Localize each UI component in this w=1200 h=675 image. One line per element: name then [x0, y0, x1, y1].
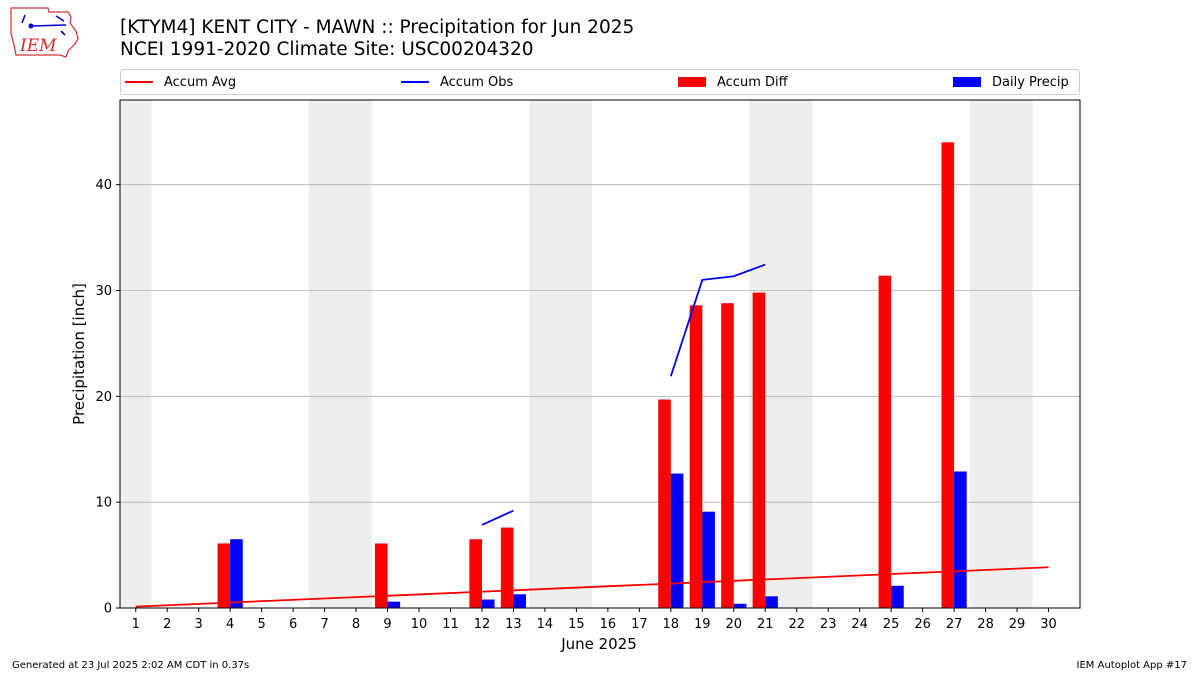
- bar-daily-precip-18: [670, 473, 684, 608]
- bar-daily-precip-13: [513, 594, 527, 608]
- x-tick-label-20: 20: [725, 617, 742, 632]
- y-tick-label-0: 0: [104, 602, 112, 617]
- x-tick-label-14: 14: [537, 617, 554, 632]
- bar-accum-diff-18: [658, 399, 671, 608]
- legend-swatch-daily-precip: [953, 77, 981, 87]
- x-tick-label-16: 16: [600, 617, 617, 632]
- line-accum-avg: [135, 566, 1049, 608]
- legend-item-accum-obs: Accum Obs: [401, 70, 513, 94]
- legend: Accum Avg Accum Obs Accum Diff Daily Pre…: [120, 69, 1080, 95]
- x-axis-label: June 2025: [560, 635, 637, 653]
- bar-accum-diff-20: [721, 303, 734, 608]
- x-tick-label-10: 10: [411, 617, 428, 632]
- x-tick-label-8: 8: [352, 617, 360, 632]
- bar-accum-diff-25: [878, 275, 892, 608]
- bar-daily-precip-21: [765, 596, 778, 608]
- x-tick-label-4: 4: [226, 617, 234, 632]
- x-tick-label-21: 21: [757, 617, 774, 632]
- y-tick-label-40: 40: [95, 178, 112, 193]
- weekend-shading: [120, 100, 1033, 608]
- chart-title: [KTYM4] KENT CITY - MAWN :: Precipitatio…: [120, 17, 635, 38]
- weekend-band-0: [120, 100, 152, 608]
- x-tick-label-13: 13: [505, 617, 522, 632]
- bars: [217, 142, 967, 609]
- legend-swatch-accum-avg: [125, 81, 153, 83]
- legend-item-accum-diff: Accum Diff: [678, 70, 788, 94]
- bar-daily-precip-19: [702, 511, 715, 608]
- x-tick-label-23: 23: [820, 617, 837, 632]
- legend-swatch-accum-obs: [401, 81, 429, 83]
- bar-daily-precip-12: [481, 599, 495, 608]
- bar-accum-diff-12: [469, 539, 482, 608]
- x-tick-label-28: 28: [977, 617, 994, 632]
- x-tick-label-1: 1: [132, 617, 140, 632]
- x-tick-label-27: 27: [946, 617, 963, 632]
- legend-item-accum-avg: Accum Avg: [125, 70, 236, 94]
- chart-subtitle: NCEI 1991-2020 Climate Site: USC00204320: [120, 39, 534, 60]
- x-tick-label-11: 11: [442, 617, 459, 632]
- bar-accum-diff-27: [941, 142, 955, 609]
- x-tick-label-2: 2: [163, 617, 171, 632]
- bar-daily-precip-27: [954, 471, 967, 608]
- legend-item-daily-precip: Daily Precip: [953, 70, 1069, 94]
- y-tick-label-20: 20: [95, 390, 112, 405]
- bar-accum-diff-4: [217, 543, 231, 608]
- legend-label-daily-precip: Daily Precip: [992, 74, 1069, 90]
- line-accum-obs-segment-1: [669, 263, 766, 377]
- footer-app: IEM Autoplot App #17: [1076, 660, 1187, 671]
- grid-lines: [120, 184, 1080, 503]
- iem-logo: IEM: [10, 7, 79, 58]
- x-tick-label-17: 17: [631, 617, 648, 632]
- logo-text: IEM: [19, 36, 57, 56]
- y-tick-label-30: 30: [95, 284, 112, 299]
- bar-daily-precip-25: [891, 585, 904, 608]
- bar-daily-precip-4: [230, 539, 243, 608]
- x-tick-label-12: 12: [474, 617, 491, 632]
- bar-accum-diff-19: [689, 305, 703, 608]
- x-tick-label-24: 24: [851, 617, 868, 632]
- legend-label-accum-diff: Accum Diff: [717, 74, 788, 90]
- bar-accum-diff-9: [374, 543, 388, 608]
- legend-swatch-accum-diff: [678, 77, 706, 87]
- weekend-band-2: [529, 100, 593, 608]
- plot-frame: [119, 99, 1081, 609]
- footer-generated: Generated at 23 Jul 2025 2:02 AM CDT in …: [12, 660, 250, 671]
- x-tick-label-18: 18: [663, 617, 680, 632]
- x-tick-label-3: 3: [195, 617, 203, 632]
- x-tick-label-25: 25: [883, 617, 900, 632]
- bar-accum-diff-13: [500, 527, 514, 608]
- bar-daily-precip-9: [387, 601, 401, 608]
- bar-daily-precip-20: [733, 603, 747, 608]
- x-tick-label-30: 30: [1040, 617, 1057, 632]
- x-tick-label-22: 22: [788, 617, 805, 632]
- x-tick-label-9: 9: [383, 617, 391, 632]
- legend-label-accum-avg: Accum Avg: [164, 74, 237, 90]
- legend-label-accum-obs: Accum Obs: [440, 74, 514, 90]
- x-tick-label-19: 19: [694, 617, 711, 632]
- y-tick-label-10: 10: [95, 496, 112, 511]
- x-tick-label-5: 5: [257, 617, 265, 632]
- y-axis-label: Precipitation [inch]: [70, 283, 88, 425]
- lines: [135, 263, 1049, 608]
- weekend-band-1: [308, 100, 372, 608]
- x-tick-label-26: 26: [914, 617, 931, 632]
- bar-accum-diff-21: [752, 292, 766, 608]
- weekend-band-4: [969, 100, 1033, 608]
- x-tick-label-29: 29: [1009, 617, 1026, 632]
- x-tick-label-15: 15: [568, 617, 585, 632]
- x-tick-label-7: 7: [320, 617, 328, 632]
- x-tick-label-6: 6: [289, 617, 297, 632]
- line-accum-obs-segment-0: [481, 509, 514, 526]
